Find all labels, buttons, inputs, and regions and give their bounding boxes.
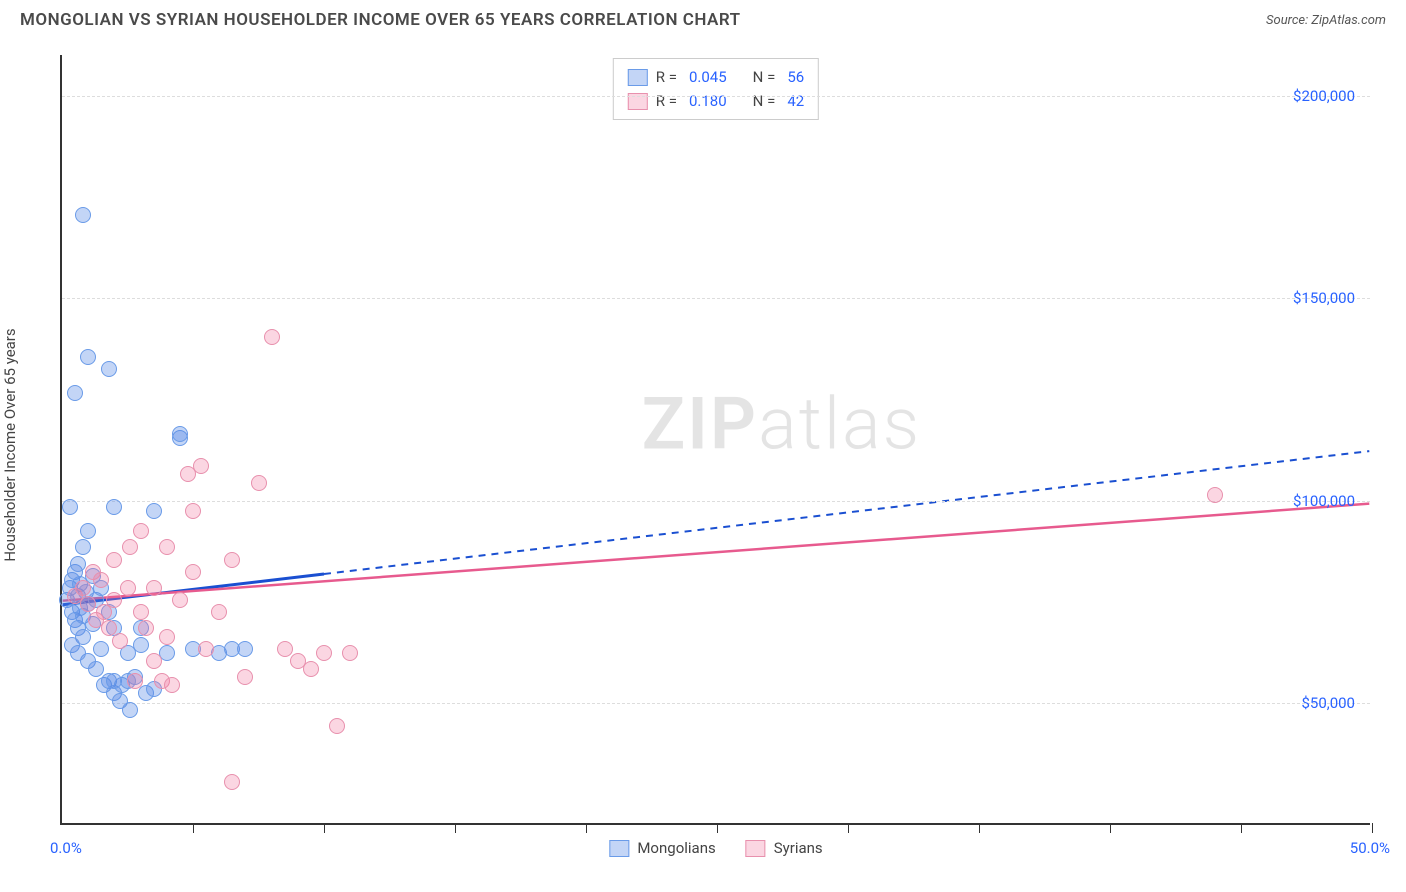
marker-syrians bbox=[106, 552, 122, 568]
legend-swatch bbox=[628, 69, 648, 86]
marker-syrians bbox=[80, 596, 96, 612]
marker-syrians bbox=[185, 503, 201, 519]
marker-mongolians bbox=[122, 702, 138, 718]
marker-syrians bbox=[93, 572, 109, 588]
marker-mongolians bbox=[101, 361, 117, 377]
regression-lines bbox=[62, 55, 1370, 823]
marker-syrians bbox=[138, 620, 154, 636]
marker-syrians bbox=[224, 552, 240, 568]
gridline bbox=[62, 501, 1370, 502]
legend-series-item: Syrians bbox=[746, 839, 823, 857]
marker-syrians bbox=[198, 641, 214, 657]
legend-correlation: R = 0.045 N = 56 R = 0.180 N = 42 bbox=[613, 58, 819, 120]
marker-syrians bbox=[133, 523, 149, 539]
marker-syrians bbox=[146, 653, 162, 669]
plot-area: ZIPatlas R =0.045N =56R =0.180N =42 0.0%… bbox=[60, 55, 1370, 825]
legend-n-label: N = bbox=[753, 65, 776, 89]
marker-syrians bbox=[329, 718, 345, 734]
marker-syrians bbox=[122, 539, 138, 555]
marker-syrians bbox=[224, 774, 240, 790]
x-tick bbox=[586, 823, 587, 833]
x-tick bbox=[1372, 823, 1373, 833]
x-tick bbox=[848, 823, 849, 833]
marker-mongolians bbox=[80, 349, 96, 365]
marker-mongolians bbox=[80, 523, 96, 539]
marker-syrians bbox=[303, 661, 319, 677]
gridline bbox=[62, 96, 1370, 97]
marker-syrians bbox=[342, 645, 358, 661]
y-axis-label: Householder Income Over 65 years bbox=[1, 328, 19, 561]
legend-swatch bbox=[609, 840, 629, 857]
legend-n-value: 42 bbox=[787, 89, 804, 113]
marker-mongolians bbox=[146, 503, 162, 519]
marker-syrians bbox=[1207, 487, 1223, 503]
x-tick bbox=[193, 823, 194, 833]
marker-syrians bbox=[172, 592, 188, 608]
marker-syrians bbox=[277, 641, 293, 657]
source-attribution: Source: ZipAtlas.com bbox=[1266, 13, 1386, 28]
marker-syrians bbox=[127, 673, 143, 689]
gridline bbox=[62, 703, 1370, 704]
marker-syrians bbox=[211, 604, 227, 620]
marker-mongolians bbox=[106, 499, 122, 515]
marker-syrians bbox=[133, 604, 149, 620]
marker-syrians bbox=[106, 592, 122, 608]
legend-row: R = 0.180 N = 42 bbox=[628, 89, 804, 113]
y-tick-label: $200,000 bbox=[1293, 87, 1355, 105]
marker-mongolians bbox=[172, 426, 188, 442]
marker-syrians bbox=[264, 329, 280, 345]
chart-container: Householder Income Over 65 years ZIPatla… bbox=[20, 35, 1386, 855]
marker-syrians bbox=[159, 629, 175, 645]
y-tick-label: $50,000 bbox=[1301, 694, 1355, 712]
marker-mongolians bbox=[75, 207, 91, 223]
marker-syrians bbox=[180, 466, 196, 482]
legend-swatch bbox=[746, 840, 766, 857]
marker-mongolians bbox=[62, 499, 78, 515]
marker-syrians bbox=[164, 677, 180, 693]
legend-r-label: R = bbox=[656, 65, 677, 89]
marker-mongolians bbox=[88, 661, 104, 677]
marker-syrians bbox=[237, 669, 253, 685]
y-tick-label: $150,000 bbox=[1293, 289, 1355, 307]
marker-syrians bbox=[120, 580, 136, 596]
x-tick bbox=[455, 823, 456, 833]
marker-syrians bbox=[75, 580, 91, 596]
marker-syrians bbox=[251, 475, 267, 491]
x-tick bbox=[324, 823, 325, 833]
legend-n-label: N = bbox=[753, 89, 776, 113]
legend-row: R = 0.045 N = 56 bbox=[628, 65, 804, 89]
x-axis-min-label: 0.0% bbox=[50, 839, 82, 857]
legend-series: Mongolians Syrians bbox=[609, 839, 822, 857]
x-tick bbox=[979, 823, 980, 833]
x-axis-max-label: 50.0% bbox=[1350, 839, 1390, 857]
x-tick bbox=[1110, 823, 1111, 833]
marker-mongolians bbox=[75, 539, 91, 555]
marker-mongolians bbox=[133, 637, 149, 653]
marker-mongolians bbox=[70, 645, 86, 661]
marker-syrians bbox=[112, 633, 128, 649]
watermark: ZIPatlas bbox=[642, 381, 922, 466]
legend-r-value: 0.045 bbox=[689, 65, 727, 89]
marker-mongolians bbox=[67, 385, 83, 401]
gridline bbox=[62, 298, 1370, 299]
marker-syrians bbox=[185, 564, 201, 580]
marker-mongolians bbox=[70, 556, 86, 572]
marker-mongolians bbox=[93, 641, 109, 657]
marker-mongolians bbox=[237, 641, 253, 657]
marker-syrians bbox=[316, 645, 332, 661]
marker-syrians bbox=[146, 580, 162, 596]
legend-n-value: 56 bbox=[787, 65, 804, 89]
x-tick bbox=[717, 823, 718, 833]
legend-series-label: Syrians bbox=[774, 839, 823, 857]
y-tick-label: $100,000 bbox=[1293, 492, 1355, 510]
legend-series-item: Mongolians bbox=[609, 839, 715, 857]
legend-r-label: R = bbox=[656, 89, 677, 113]
chart-title: MONGOLIAN VS SYRIAN HOUSEHOLDER INCOME O… bbox=[20, 10, 741, 30]
legend-series-label: Mongolians bbox=[637, 839, 715, 857]
x-tick bbox=[1241, 823, 1242, 833]
legend-r-value: 0.180 bbox=[689, 89, 727, 113]
marker-syrians bbox=[159, 539, 175, 555]
